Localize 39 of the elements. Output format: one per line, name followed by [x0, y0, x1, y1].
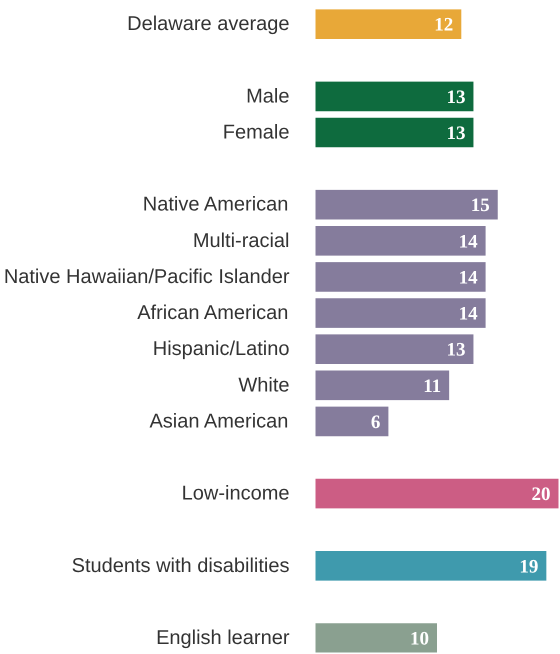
data-label: 14	[458, 304, 478, 325]
data-label: 10	[410, 628, 429, 650]
y-tick-label: Hispanic/Latino	[152, 338, 290, 360]
y-tick-label: English learner	[156, 627, 290, 650]
y-tick-label: Asian American	[149, 410, 288, 432]
bar	[316, 334, 474, 364]
y-tick-label: Native American	[142, 194, 288, 216]
bar	[316, 551, 546, 581]
y-tick-label: Multi-racial	[192, 230, 290, 252]
data-label: 12	[434, 14, 454, 36]
data-label: 13	[446, 340, 466, 361]
y-tick-label: Delaware average	[127, 13, 290, 36]
y-tick-label: Students with disabilities	[72, 554, 290, 577]
data-label: 15	[470, 195, 490, 216]
y-tick-label: Low-income	[182, 482, 290, 505]
y-tick-label: Male	[246, 85, 290, 108]
data-label: 11	[423, 376, 442, 397]
y-tick-label: Female	[222, 122, 290, 144]
data-label: 14	[458, 231, 478, 252]
bar	[316, 262, 486, 292]
bar	[316, 298, 486, 328]
data-label: 13	[446, 86, 466, 108]
data-label: 14	[458, 267, 478, 288]
data-label: 20	[532, 484, 550, 506]
bar	[316, 406, 388, 436]
y-tick-label: White	[238, 374, 290, 396]
data-label: 13	[446, 123, 466, 144]
bar	[316, 118, 474, 148]
y-tick-label: African American	[137, 302, 288, 324]
bar	[316, 478, 558, 508]
bar	[316, 190, 498, 220]
bar	[316, 9, 462, 39]
bar	[316, 623, 437, 652]
bar	[316, 82, 474, 112]
bar	[316, 370, 450, 400]
y-tick-label: Native Hawaiian/Pacific Islander	[4, 266, 290, 288]
data-label: 6	[370, 412, 380, 433]
bar	[316, 226, 486, 256]
data-label: 19	[519, 556, 538, 578]
